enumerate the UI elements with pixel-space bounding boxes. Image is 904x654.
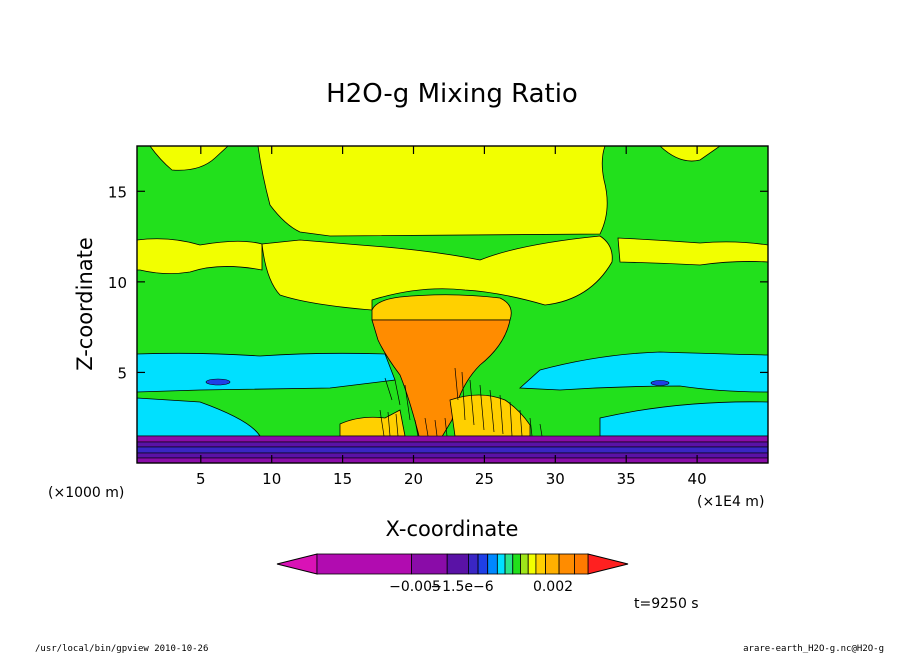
time-label: t=9250 s [634,596,699,612]
field-region-yellow-low [339,409,406,437]
colorbar-swatch [574,553,589,575]
field-region-yellow-top-right [659,146,721,162]
field-region-cyan [137,352,396,393]
colorbar-swatch [487,553,498,575]
x-axis-label: X-coordinate [386,517,519,541]
colorbar [276,553,629,575]
colorbar-swatch [527,553,537,575]
x-tick-label: 20 [404,470,423,488]
colorbar-swatch [468,553,479,575]
colorbar-label: 0.002 [533,579,573,595]
field-band-purple-2 [137,441,768,448]
colorbar-extend-high [587,553,629,575]
colorbar-swatch [496,553,506,575]
y-axis-label: Z-coordinate [73,237,97,371]
plot-frame [136,145,769,464]
colorbar-swatch [535,553,546,575]
colorbar-label: −0.005 [389,579,441,595]
field-blob-blue-2 [650,380,670,386]
colorbar-label: −1.5e−6 [430,579,493,595]
x-tick-label: 15 [333,470,352,488]
x-axis: 5 10 15 20 25 30 35 40 [196,146,707,488]
x-tick-label: 35 [617,470,636,488]
field-band-purple-3 [137,452,768,459]
y-axis: 5 10 15 [108,183,768,382]
y-tick-label: 15 [108,183,127,201]
x-tick-label: 25 [475,470,494,488]
colorbar-swatch [558,553,575,575]
field-region-cyan-right [519,351,768,393]
field-region-yellow-band-right [617,237,768,266]
field-band-blue-1 [137,446,768,454]
x-tick-label: 30 [546,470,565,488]
footer-left: /usr/local/bin/gpview 2010-10-26 [35,644,208,654]
footer-right: arare-earth_H2O-g.nc@H2O-g [743,644,884,654]
colorbar-swatch [545,553,560,575]
field-region-yellow-top-left [149,146,229,171]
y-tick-label: 5 [117,364,127,382]
colorbar-swatch [316,553,412,575]
colorbar-swatch [520,553,529,575]
y-scale-note: (×1000 m) [48,485,124,501]
colorbar-labels: −0.005−1.5e−6 0.002 [389,579,573,595]
y-tick-label: 10 [108,274,127,292]
field-region-yellow-plume [261,235,613,311]
x-scale-note: (×1E4 m) [697,494,764,510]
field-region-yellow-band-left [137,238,263,274]
colorbar-extend-low [276,553,318,575]
colorbar-swatch [512,553,521,575]
x-tick-label: 5 [196,470,206,488]
field-band-purple-4 [137,457,768,463]
colorbar-swatch [504,553,514,575]
colorbar-swatch [411,553,448,575]
field-blob-blue-1 [205,378,231,386]
x-tick-label: 40 [688,470,707,488]
field-dense-contours [379,367,543,437]
field-region-light-orange [371,294,512,321]
field-band-purple-1 [137,435,768,443]
colorbar-swatch [477,553,489,575]
colorbar-swatch [446,553,469,575]
chart-title: H2O-g Mixing Ratio [326,79,578,109]
plot-area [136,145,769,464]
x-tick-label: 10 [262,470,281,488]
field-region-yellow-top [150,146,608,237]
